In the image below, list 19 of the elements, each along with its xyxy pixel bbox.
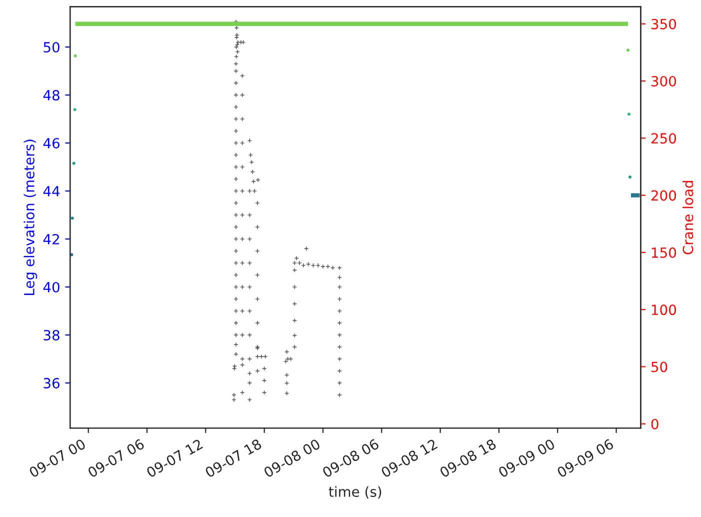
y2-tick-label: 150 bbox=[652, 247, 676, 258]
y-tick-label: 36 bbox=[44, 378, 60, 388]
y-tick-label: 38 bbox=[44, 330, 60, 340]
y2-tick-label: 300 bbox=[651, 76, 676, 86]
y-tick-label: 48 bbox=[43, 90, 60, 100]
y2-tick-label: 200 bbox=[651, 190, 676, 201]
y2-tick-label: 100 bbox=[652, 304, 676, 316]
x-axis-title: time (s) bbox=[328, 486, 382, 499]
y-tick-label: 44 bbox=[43, 186, 60, 196]
y-tick-label: 46 bbox=[43, 138, 60, 148]
y2-axis-title: Crane load bbox=[682, 180, 694, 254]
y-tick-label: 50 bbox=[44, 42, 60, 53]
y-tick-label: 40 bbox=[43, 282, 60, 292]
y-tick-label: 42 bbox=[43, 234, 59, 244]
y2-tick-label: 250 bbox=[651, 133, 676, 144]
y2-tick-label: 50 bbox=[652, 362, 668, 372]
y2-tick-label: 350 bbox=[651, 18, 676, 30]
y-axis-title: Leg elevation (meters) bbox=[24, 140, 38, 295]
y2-tick-label: 0 bbox=[651, 418, 658, 430]
